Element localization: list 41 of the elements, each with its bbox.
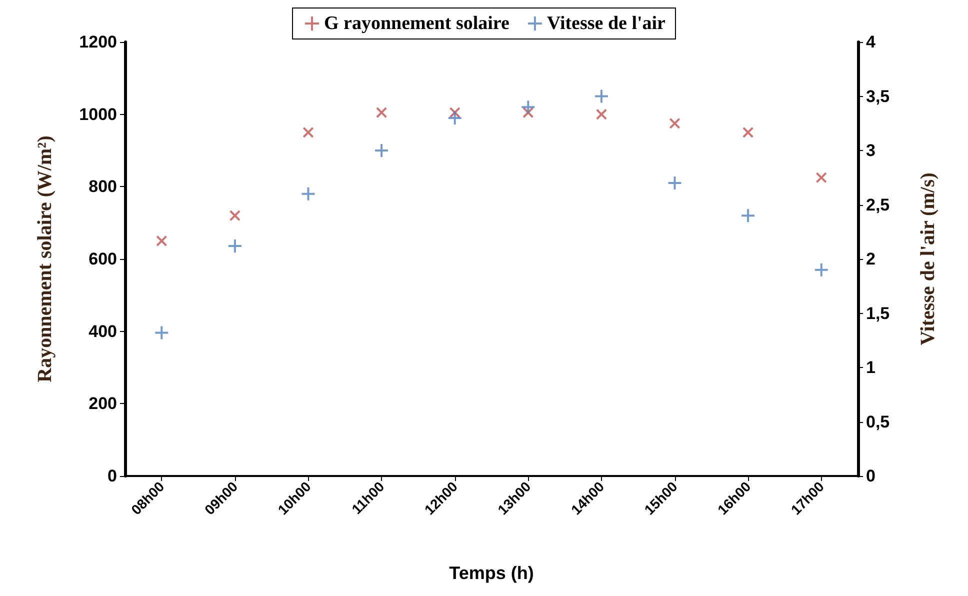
y-axis-title: Rayonnement solaire (W/m²) — [34, 136, 56, 382]
point — [154, 325, 170, 340]
point — [520, 100, 536, 115]
point — [814, 262, 829, 278]
y2-tick-label: 1,5 — [866, 304, 890, 323]
point — [449, 106, 460, 118]
x-axis-title: Temps (h) — [449, 563, 534, 583]
y2-tick-label: 3,5 — [866, 86, 890, 106]
legend-label: Vitesse de l'air — [546, 13, 666, 34]
legend-label: G rayonnement solaire — [324, 13, 510, 34]
y-tick-label: 1200 — [79, 32, 117, 52]
y-tick-label: 400 — [88, 322, 117, 341]
y-tick-label: 800 — [88, 177, 117, 196]
point — [669, 118, 680, 129]
point — [816, 172, 827, 184]
point — [742, 126, 754, 138]
point — [227, 238, 242, 254]
y-tick-label: 600 — [88, 250, 117, 268]
point — [302, 126, 314, 138]
y2-tick-label: 3 — [866, 141, 876, 160]
y2-axis-title: Vitesse de l'air (m/s) — [917, 172, 939, 346]
y-tick-label: 200 — [88, 394, 117, 414]
point — [300, 186, 316, 202]
point — [740, 208, 756, 224]
y2-tick-label: 2 — [866, 250, 876, 268]
point — [156, 235, 168, 247]
y2-tick-label: 1 — [866, 358, 876, 377]
point — [667, 176, 682, 191]
y2-tick-label: 2,5 — [866, 195, 890, 214]
point — [594, 88, 609, 104]
point — [229, 210, 241, 222]
y2-tick-label: 4 — [866, 32, 876, 52]
y2-tick-label: 0,5 — [866, 412, 890, 432]
point — [522, 106, 534, 118]
point — [596, 108, 608, 120]
y2-tick-label: 0 — [866, 466, 876, 486]
point — [447, 110, 462, 126]
point — [374, 143, 390, 158]
y-tick-label: 1000 — [79, 104, 117, 124]
y-tick-label: 0 — [108, 466, 117, 486]
point — [376, 106, 388, 118]
